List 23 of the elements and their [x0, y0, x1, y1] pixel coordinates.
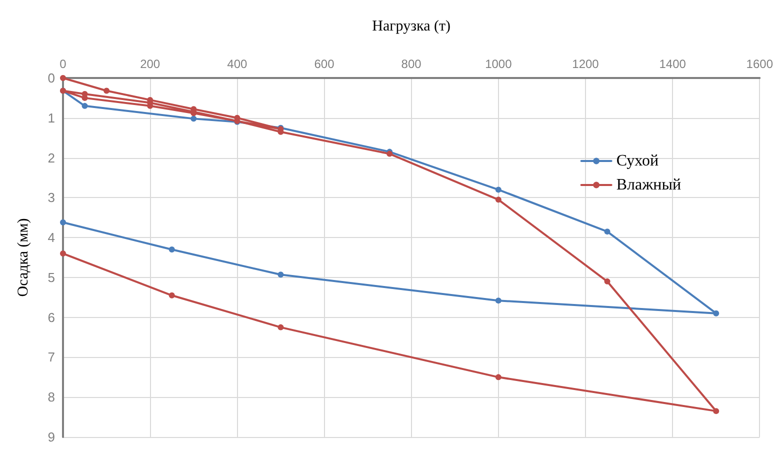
x-tick-label: 200 [140, 57, 160, 71]
y-tick-label: 4 [48, 230, 55, 246]
x-tick-label: 800 [401, 57, 422, 71]
y-tick-label: 9 [48, 430, 55, 444]
x-axis-title: Нагрузка (т) [372, 18, 451, 34]
y-tick-label: 6 [48, 310, 55, 325]
y-tick-label: 2 [48, 150, 55, 166]
legend-label: Влажный [616, 176, 682, 194]
y-tick-label: 5 [48, 270, 55, 285]
x-tick-label: 1600 [746, 57, 774, 71]
x-tick-label: 1000 [485, 57, 512, 71]
y-axis-title: Осадка (мм) [16, 218, 32, 297]
y-tick-label: 8 [48, 390, 55, 405]
x-tick-label: 1200 [572, 57, 600, 71]
legend-label: Сухой [616, 152, 659, 170]
y-tick-label: 1 [48, 110, 55, 126]
x-tick-label: 600 [314, 57, 335, 71]
x-tick-label: 0 [60, 57, 67, 71]
y-tick-label: 0 [48, 70, 55, 86]
x-tick-label: 1400 [659, 57, 686, 71]
y-tick-label: 3 [48, 190, 55, 206]
x-tick-label: 400 [227, 57, 248, 71]
y-tick-label: 7 [48, 350, 55, 365]
